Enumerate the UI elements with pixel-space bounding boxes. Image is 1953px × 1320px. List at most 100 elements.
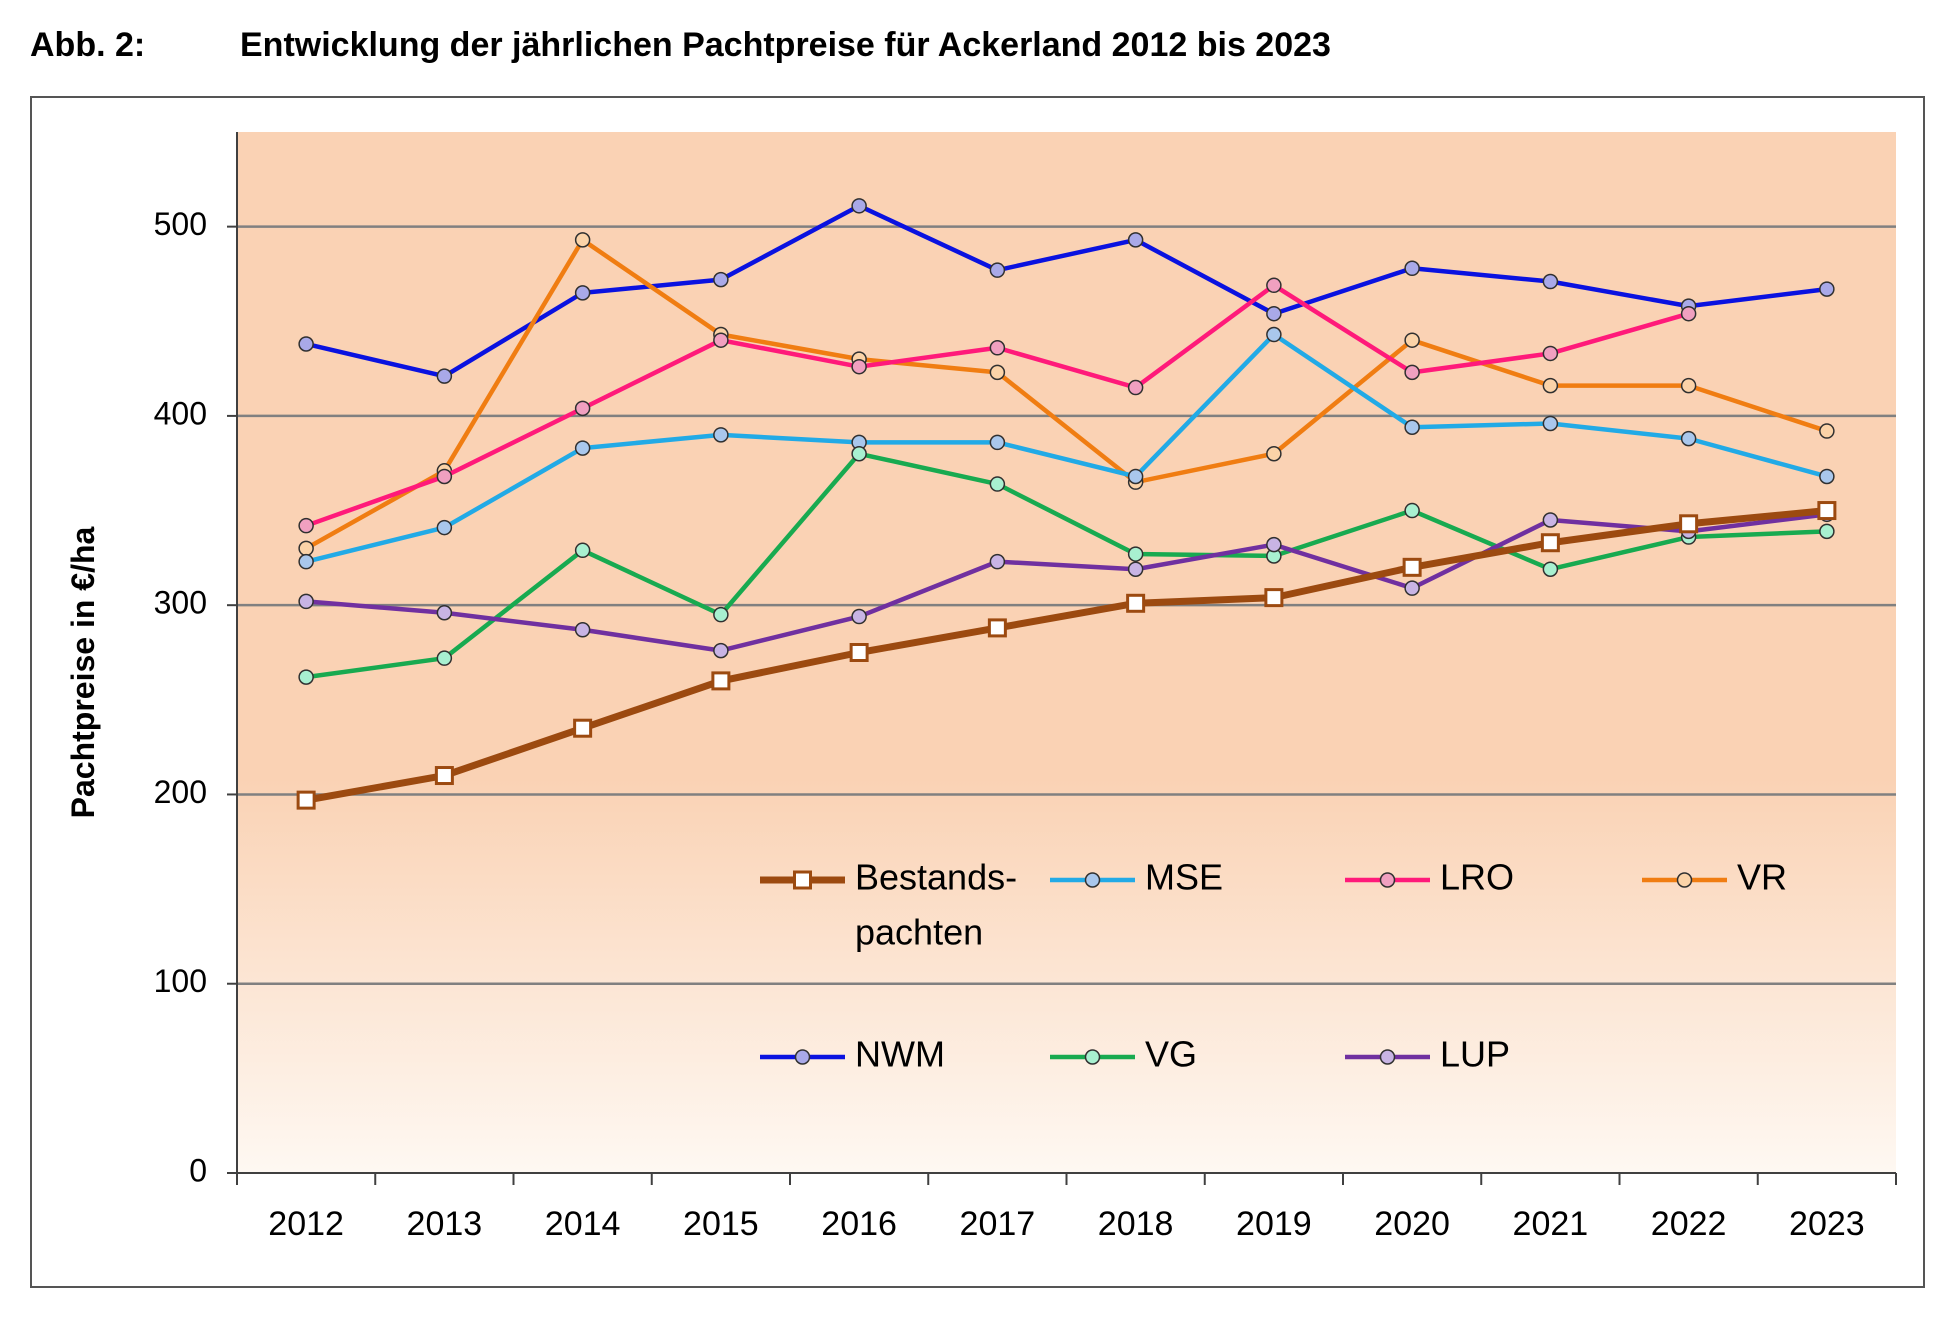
data-point [989, 553, 1006, 570]
data-point [298, 517, 314, 534]
x-tick-label: 2016 [821, 1205, 897, 1243]
series-bestands-pachten [296, 501, 1837, 810]
y-tick-label: 500 [154, 206, 207, 242]
legend-item: Bestands-pachten [760, 857, 1017, 953]
data-point [849, 643, 869, 662]
data-point [298, 540, 314, 557]
series-line [305, 237, 1828, 551]
legend-item: LUP [1345, 1034, 1510, 1075]
data-point [1127, 379, 1144, 396]
x-tick-label: 2012 [268, 1205, 344, 1243]
series-mse [298, 326, 1835, 570]
data-point [989, 364, 1006, 381]
x-tick-label: 2013 [407, 1205, 483, 1243]
legend-item: MSE [1050, 857, 1223, 898]
data-point [298, 553, 314, 570]
data-point [1542, 345, 1559, 362]
legend-label: NWM [855, 1034, 945, 1075]
series-line [305, 451, 1827, 680]
data-point [434, 766, 454, 786]
x-tick-label: 2021 [1513, 1205, 1589, 1243]
data-point [1679, 514, 1699, 534]
legend-label: Bestands- [855, 857, 1017, 898]
series-nwm [298, 198, 1835, 384]
series-vg [298, 446, 1835, 685]
data-point [713, 427, 729, 443]
data-point [574, 285, 591, 301]
data-point [713, 271, 729, 288]
data-point [1542, 273, 1559, 290]
data-point [1404, 580, 1420, 596]
data-point [436, 468, 453, 485]
data-point [574, 542, 591, 559]
data-point [574, 440, 591, 456]
y-tick-label: 200 [154, 774, 207, 810]
data-point [989, 340, 1006, 356]
data-point [711, 671, 731, 691]
series-line [305, 507, 1828, 804]
data-point [1819, 281, 1835, 297]
data-point [436, 605, 453, 621]
x-tick-label: 2019 [1236, 1205, 1312, 1243]
data-point [1819, 468, 1835, 485]
legend-marker [1676, 872, 1693, 888]
series-line [305, 203, 1828, 379]
legend-marker [1379, 1049, 1396, 1065]
data-point [298, 593, 314, 610]
data-point [1266, 277, 1282, 294]
data-point [987, 618, 1007, 638]
x-tick-label: 2014 [545, 1205, 621, 1243]
data-point [1402, 557, 1422, 577]
data-point [1819, 423, 1835, 439]
legend-item: LRO [1345, 857, 1514, 898]
data-point [713, 332, 729, 348]
data-point [1404, 419, 1420, 436]
y-tick-label: 400 [154, 395, 207, 431]
legend-item: NWM [760, 1034, 945, 1075]
figure-label: Abb. 2: [30, 26, 146, 64]
legend-marker [794, 1049, 811, 1065]
data-point [1126, 593, 1146, 613]
data-point [851, 198, 867, 214]
legend-item: VR [1642, 857, 1787, 898]
data-point [1404, 260, 1420, 277]
data-point [989, 262, 1006, 278]
data-point [851, 446, 867, 462]
legend-label: LRO [1440, 857, 1514, 898]
data-point [1542, 415, 1559, 432]
y-tick-label: 100 [154, 963, 207, 999]
data-point [1680, 305, 1697, 322]
data-point [1266, 326, 1282, 343]
data-point [713, 606, 729, 623]
series-line [305, 332, 1828, 564]
data-point [1542, 377, 1559, 394]
x-tick-label: 2018 [1098, 1205, 1174, 1243]
plot-area [237, 132, 1896, 1173]
data-point [851, 608, 867, 625]
figure-title: Entwicklung der jährlichen Pachtpreise f… [240, 26, 1331, 64]
data-point [1264, 588, 1284, 608]
legend-label: VR [1737, 857, 1787, 898]
data-point [573, 718, 593, 738]
data-point [298, 336, 314, 352]
data-point [713, 642, 729, 659]
data-point [1819, 523, 1835, 540]
data-point [1127, 561, 1144, 577]
data-point [1540, 533, 1560, 553]
data-point [574, 400, 591, 417]
data-point [296, 790, 316, 810]
legend-label: LUP [1440, 1034, 1510, 1075]
x-tick-label: 2023 [1789, 1205, 1865, 1243]
series-line [305, 512, 1828, 653]
data-point [1404, 502, 1420, 519]
data-point [574, 622, 591, 638]
x-tick-label: 2015 [683, 1205, 759, 1243]
data-point [1127, 468, 1144, 485]
legend-marker [793, 870, 812, 890]
x-tick-label: 2017 [960, 1205, 1036, 1243]
legend-item: VG [1050, 1034, 1197, 1075]
y-tick-label: 0 [189, 1152, 207, 1188]
series-lro [298, 277, 1697, 534]
data-point [1680, 430, 1697, 447]
legend-label: MSE [1145, 857, 1223, 898]
